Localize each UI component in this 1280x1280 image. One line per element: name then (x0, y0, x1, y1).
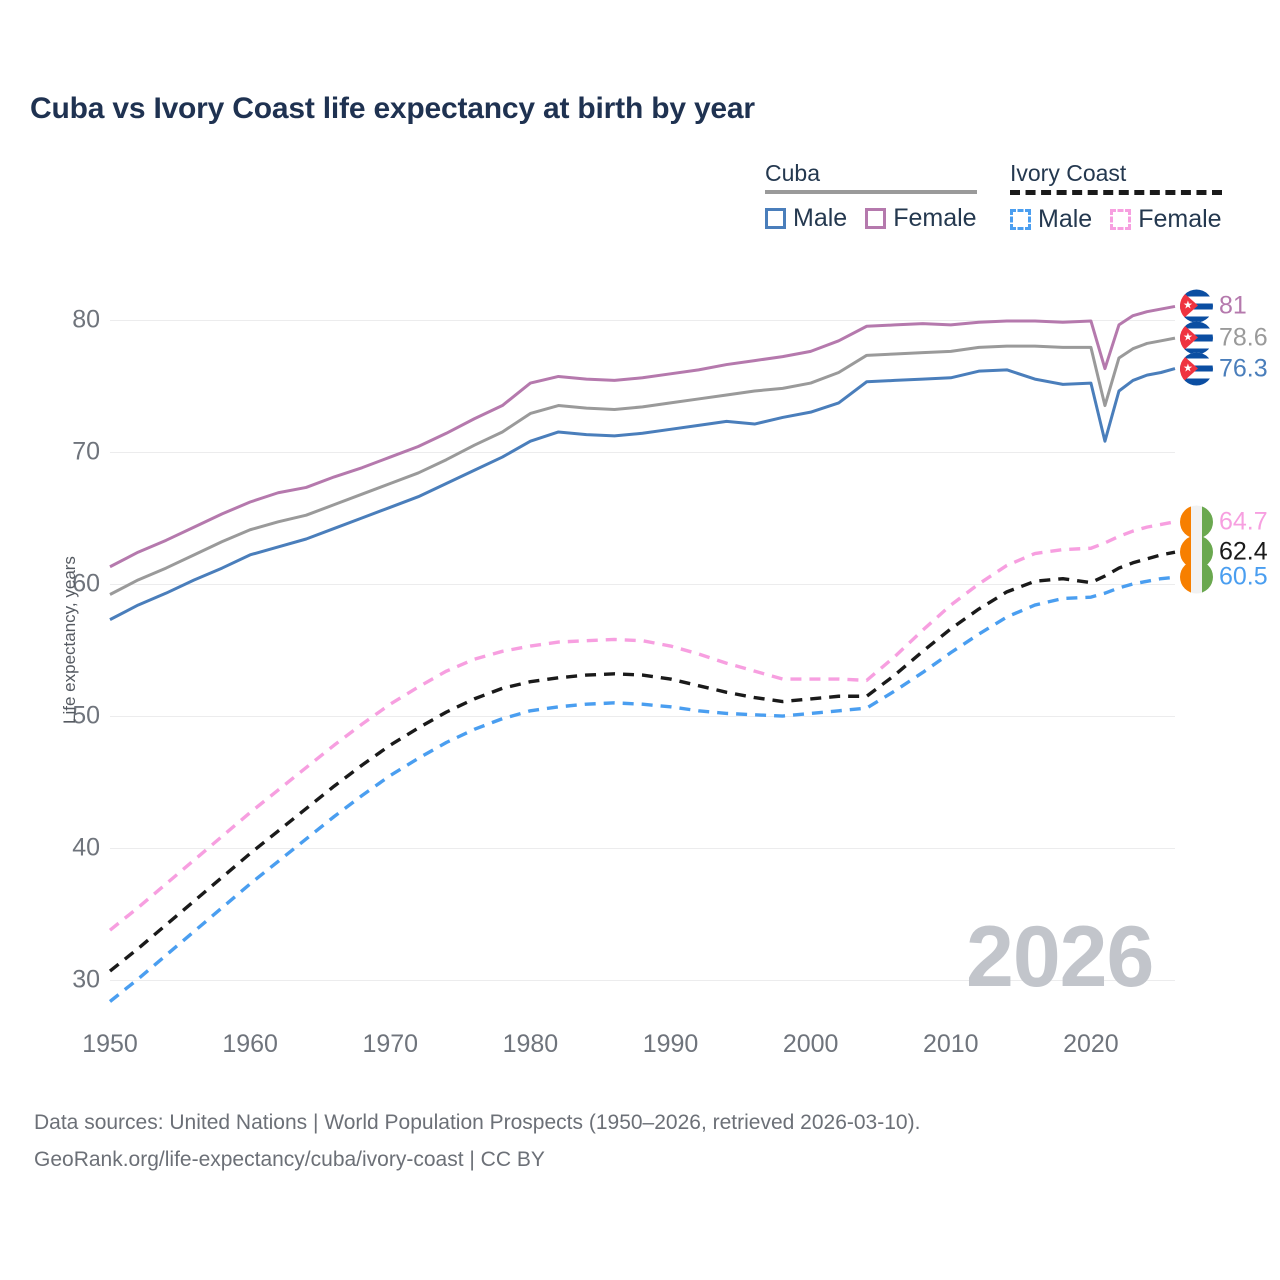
x-tick-label-1950: 1950 (82, 1030, 138, 1058)
legend-rule-cuba (765, 190, 977, 194)
chart-legend: Cuba Male Female Ivory Coast Male Female (755, 160, 1255, 240)
gridline-y-80 (110, 319, 1175, 321)
y-tick-label-50: 50 (72, 701, 100, 730)
legend-swatch-ivory-male (1010, 209, 1031, 230)
x-tick-label-1980: 1980 (502, 1030, 559, 1058)
gridline-y-50 (110, 716, 1175, 718)
y-tick-label-80: 80 (72, 305, 100, 334)
end-value-cuba-male: 76.3 (1219, 354, 1268, 383)
y-axis-title: Life expectancy, years (60, 556, 79, 724)
ivory-coast-flag-icon (1180, 535, 1213, 569)
legend-group-ivory-coast: Ivory Coast Male Female (1010, 160, 1222, 234)
legend-label-ivory-male: Male (1038, 205, 1093, 233)
legend-item-ivory-female[interactable]: Female (1110, 205, 1222, 234)
legend-swatch-cuba-male (765, 208, 786, 229)
gridline-y-70 (110, 451, 1175, 453)
end-value-ivory-total: 62.4 (1219, 537, 1268, 566)
legend-group-cuba: Cuba Male Female (765, 160, 977, 233)
x-tick-label-2010: 2010 (922, 1030, 979, 1058)
y-tick-label-40: 40 (72, 833, 100, 862)
end-label-cuba-total: ★ 78.6 (1180, 321, 1268, 355)
footer-sources: Data sources: United Nations | World Pop… (34, 1105, 920, 1179)
cuba-flag-icon: ★ (1180, 289, 1213, 323)
gridline-y-40 (110, 848, 1175, 850)
end-value-ivory-female: 64.7 (1219, 507, 1268, 536)
y-tick-label-30: 30 (72, 965, 100, 994)
series-line-ivory-coast-female (108, 520, 1176, 932)
footer-line-2: GeoRank.org/life-expectancy/cuba/ivory-c… (34, 1147, 545, 1171)
legend-label-cuba-male: Male (793, 204, 848, 232)
end-label-ivory-male: 60.5 (1180, 560, 1268, 594)
x-tick-label-2020: 2020 (1063, 1030, 1119, 1058)
series-line-ivory-coast-total (108, 550, 1176, 973)
legend-item-cuba-female[interactable]: Female (865, 204, 977, 233)
x-tick-label-1990: 1990 (642, 1030, 699, 1058)
legend-country-ivory-coast: Ivory Coast (1010, 160, 1127, 186)
chart-plot-area (108, 280, 1176, 1020)
legend-item-cuba-male[interactable]: Male (765, 204, 847, 233)
chart-lines (108, 304, 1176, 1003)
x-tick-label-2000: 2000 (782, 1030, 839, 1058)
legend-label-ivory-female: Female (1138, 205, 1222, 233)
footer-line-1: Data sources: United Nations | World Pop… (34, 1111, 921, 1134)
series-line-cuba-total (109, 336, 1176, 596)
end-label-cuba-male: ★ 76.3 (1180, 352, 1268, 386)
gridline-y-30 (110, 980, 1175, 982)
cuba-flag-icon: ★ (1180, 352, 1213, 386)
end-value-cuba-total: 78.6 (1219, 323, 1268, 352)
legend-item-ivory-male[interactable]: Male (1010, 205, 1092, 234)
legend-rule-ivory-coast (1010, 190, 1222, 195)
legend-country-cuba: Cuba (765, 160, 820, 186)
y-tick-label-60: 60 (72, 569, 100, 598)
series-line-ivory-coast-male (108, 575, 1176, 1003)
page-title: Cuba vs Ivory Coast life expectancy at b… (30, 92, 755, 125)
cuba-flag-icon: ★ (1180, 321, 1213, 355)
y-tick-label-70: 70 (72, 437, 100, 466)
end-value-ivory-male: 60.5 (1219, 562, 1268, 591)
ivory-coast-flag-icon (1180, 560, 1213, 594)
end-label-ivory-female: 64.7 (1180, 505, 1268, 539)
end-value-cuba-female: 81 (1219, 291, 1247, 320)
end-label-cuba-female: ★ 81 (1180, 289, 1247, 323)
x-axis-ticks: 1950 1960 1970 1980 1990 2000 2010 2020 (82, 1030, 1175, 1070)
series-line-cuba-male (109, 367, 1176, 621)
legend-swatch-cuba-female (865, 208, 887, 229)
legend-swatch-ivory-female (1110, 209, 1132, 230)
legend-label-cuba-female: Female (893, 204, 977, 232)
x-tick-label-1970: 1970 (362, 1030, 419, 1058)
x-tick-label-1960: 1960 (222, 1030, 278, 1058)
end-label-ivory-total: 62.4 (1180, 535, 1268, 569)
series-line-cuba-female (109, 304, 1176, 569)
year-watermark: 2026 (966, 909, 1154, 1005)
y-axis-ticks: 30 40 50 60 70 80 (30, 280, 100, 1020)
ivory-coast-flag-icon (1180, 505, 1213, 539)
gridline-y-60 (110, 583, 1175, 585)
